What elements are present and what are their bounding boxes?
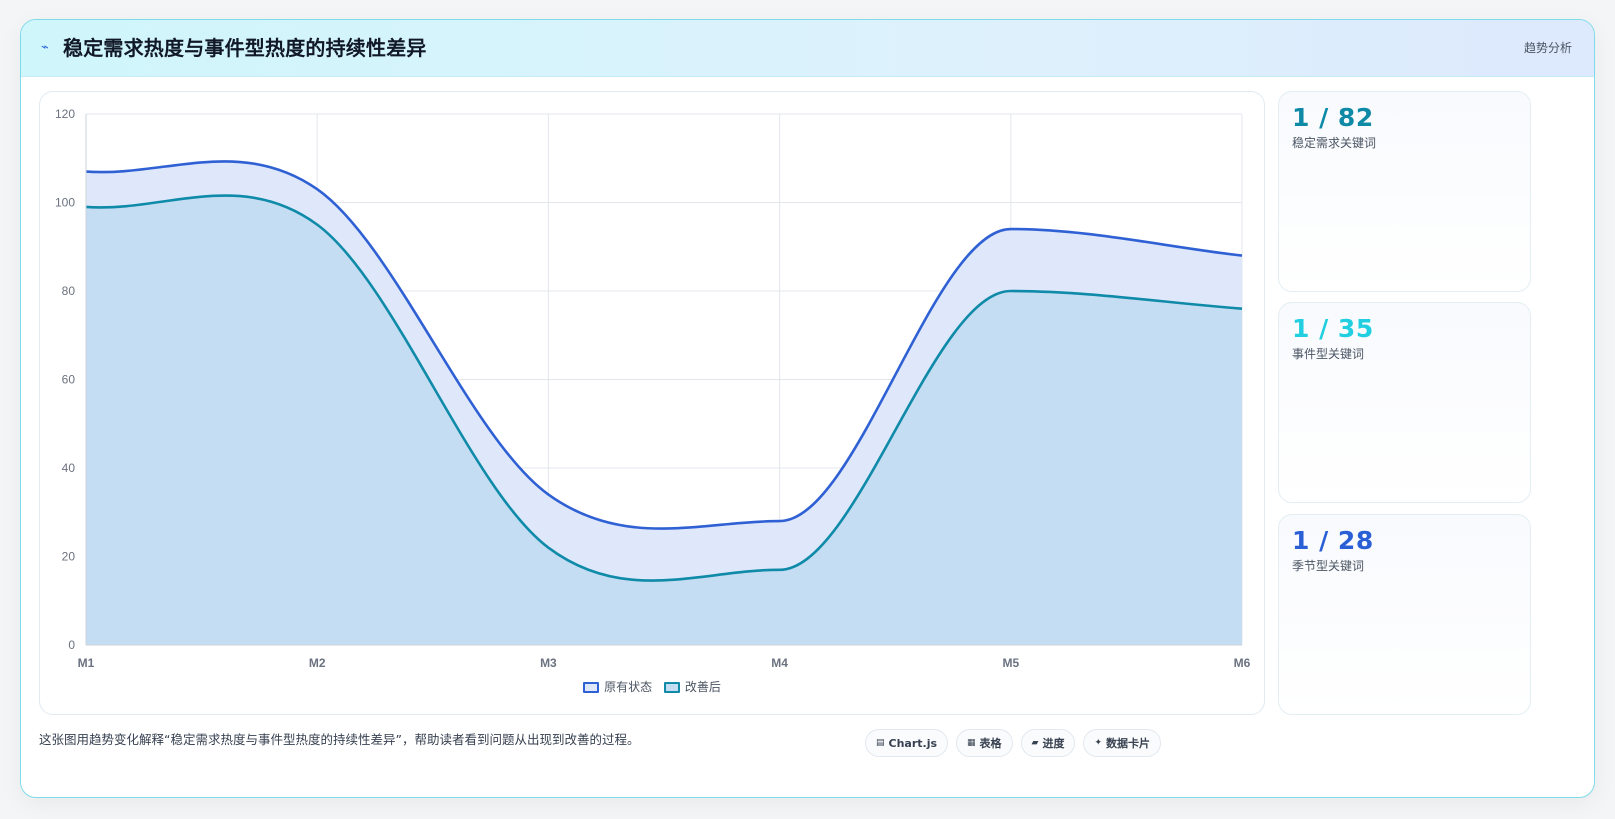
- legend-item-original[interactable]: 原有状态: [583, 679, 652, 695]
- chip-data-card[interactable]: ✦ 数据卡片: [1083, 729, 1162, 757]
- legend-item-improved[interactable]: 改善后: [663, 679, 721, 695]
- card-header: ⌁ 稳定需求热度与事件型热度的持续性差异 趋势分析: [21, 20, 1594, 77]
- y-tick-label: 60: [62, 373, 76, 387]
- legend-label-improved: 改善后: [684, 680, 721, 694]
- y-tick-label: 80: [62, 284, 76, 298]
- y-tick-label: 0: [68, 638, 75, 652]
- series-line-1: [85, 194, 1243, 582]
- page-title: 稳定需求热度与事件型热度的持续性差异: [63, 36, 427, 60]
- table-icon: ▦: [967, 738, 976, 748]
- data-card-icon: ✦: [1094, 738, 1103, 748]
- chip-chartjs[interactable]: ▤ Chart.js: [865, 729, 949, 757]
- stat-value: 1 / 35: [1292, 314, 1374, 343]
- legend-swatch-improved: [663, 681, 680, 693]
- y-tick-label: 120: [55, 107, 75, 121]
- chart-legend: 原有状态 改善后: [40, 679, 1264, 697]
- chip-label: 表格: [979, 737, 1002, 750]
- y-tick-label: 100: [55, 196, 75, 210]
- tech-chips: ▤ Chart.js ▦ 表格 ▰ 进度 ✦ 数据卡片: [865, 729, 1162, 757]
- x-tick-label: M2: [309, 656, 326, 670]
- y-tick-label: 40: [62, 461, 76, 475]
- x-tick-label: M6: [1234, 656, 1251, 670]
- chart-panel: 0 20 40 60 80 100 120 M1 M2 M3 M4 M5 M6 原有状态 改善后: [39, 91, 1265, 715]
- chip-label: 进度: [1042, 737, 1065, 750]
- x-tick-label: M4: [771, 656, 788, 670]
- legend-swatch-original: [583, 681, 600, 693]
- chart-icon: ▤: [876, 738, 885, 748]
- x-tick-label: M1: [78, 656, 95, 670]
- x-tick-label: M5: [1002, 656, 1019, 670]
- chart-card: ⌁ 稳定需求热度与事件型热度的持续性差异 趋势分析 0 20 40 60 80 100 12…: [20, 19, 1595, 798]
- y-tick-label: 20: [62, 550, 76, 564]
- stat-card-stable: 1 / 82 稳定需求关键词: [1278, 91, 1531, 292]
- stat-card-event: 1 / 35 事件型关键词: [1278, 302, 1531, 503]
- stat-label: 事件型关键词: [1292, 347, 1365, 361]
- stat-card-seasonal: 1 / 28 季节型关键词: [1278, 514, 1531, 715]
- chip-label: 数据卡片: [1106, 737, 1151, 750]
- stat-value: 1 / 82: [1292, 103, 1374, 132]
- stat-label: 稳定需求关键词: [1292, 136, 1377, 150]
- series-area-1: [86, 195, 1242, 646]
- x-tick-label: M3: [540, 656, 557, 670]
- progress-icon: ▰: [1031, 738, 1039, 748]
- chip-table[interactable]: ▦ 表格: [956, 729, 1013, 757]
- chart-caption: 这张图用趋势变化解释“稳定需求热度与事件型热度的持续性差异”，帮助读者看到问题从…: [39, 732, 640, 747]
- stat-value: 1 / 28: [1292, 526, 1374, 555]
- chip-label: Chart.js: [888, 736, 938, 750]
- sparkle-icon: ⌁: [41, 40, 49, 55]
- stat-label: 季节型关键词: [1292, 559, 1365, 573]
- area-chart: 0 20 40 60 80 100 120 M1 M2 M3 M4 M5 M6: [55, 107, 1251, 670]
- series-line-0: [85, 160, 1243, 530]
- header-tag: 趋势分析: [1523, 41, 1572, 55]
- chip-progress[interactable]: ▰ 进度: [1020, 729, 1076, 757]
- legend-label-original: 原有状态: [604, 680, 653, 694]
